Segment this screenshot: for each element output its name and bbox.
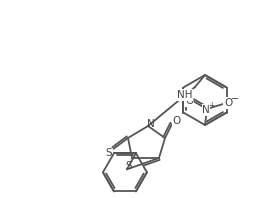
Text: O: O	[172, 116, 180, 126]
Text: N: N	[147, 119, 155, 129]
Text: NH: NH	[177, 90, 193, 100]
Text: −: −	[231, 94, 239, 104]
Text: N: N	[202, 105, 210, 115]
Text: S: S	[105, 148, 112, 158]
Text: S: S	[126, 161, 132, 171]
Text: O: O	[224, 98, 232, 108]
Text: O: O	[185, 96, 193, 106]
Text: +: +	[208, 101, 214, 109]
